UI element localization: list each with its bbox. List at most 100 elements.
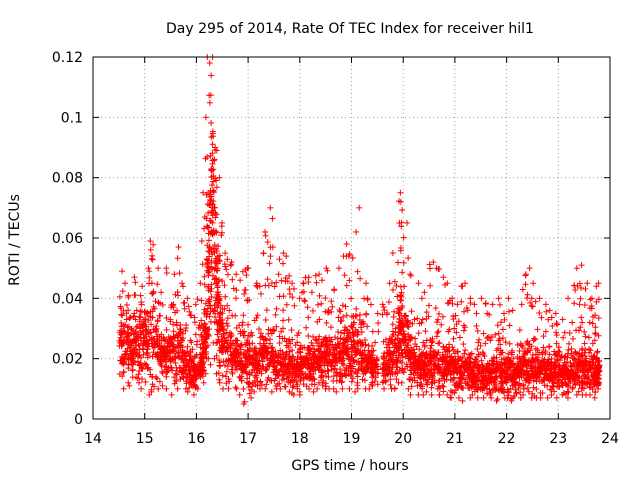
data-point: [473, 322, 480, 329]
data-point: [435, 310, 442, 317]
data-point: [170, 328, 177, 335]
data-point: [522, 271, 529, 278]
data-point: [522, 281, 529, 288]
data-point: [137, 354, 144, 361]
data-point: [440, 274, 447, 281]
data-point: [123, 310, 130, 317]
data-point: [239, 319, 246, 326]
data-point: [155, 299, 162, 306]
y-tick-label: 0: [74, 412, 83, 428]
data-point: [205, 272, 212, 279]
data-point: [200, 379, 207, 386]
data-point: [394, 259, 401, 266]
data-point: [178, 342, 185, 349]
data-point: [267, 253, 274, 260]
data-point: [225, 385, 232, 392]
data-point: [241, 290, 248, 297]
data-point: [318, 300, 325, 307]
data-point: [407, 271, 414, 278]
data-point: [584, 280, 591, 287]
data-point: [156, 378, 163, 385]
data-point: [560, 334, 567, 341]
data-point: [471, 301, 478, 308]
data-point: [553, 332, 560, 339]
data-point: [550, 384, 557, 391]
data-point: [190, 379, 197, 386]
data-point: [190, 354, 197, 361]
data-point: [474, 394, 481, 401]
data-point: [198, 238, 205, 245]
data-point: [172, 377, 179, 384]
data-point: [254, 312, 261, 319]
y-tick-label: 0.08: [52, 171, 83, 187]
data-point: [163, 385, 170, 392]
data-point: [116, 371, 123, 378]
data-point: [136, 362, 143, 369]
data-point: [141, 308, 148, 315]
data-point: [585, 334, 592, 341]
data-point: [480, 330, 487, 337]
data-point: [495, 295, 502, 302]
data-point: [285, 316, 292, 323]
data-point: [131, 310, 138, 317]
data-point: [216, 362, 223, 369]
data-point: [175, 244, 182, 251]
data-point: [339, 302, 346, 309]
data-point: [291, 302, 298, 309]
data-point: [232, 384, 239, 391]
data-point: [245, 321, 252, 328]
data-point: [474, 327, 481, 334]
data-point: [201, 281, 208, 288]
data-point: [179, 367, 186, 374]
data-point: [198, 355, 205, 362]
data-point: [553, 394, 560, 401]
data-point: [375, 320, 382, 327]
data-point: [478, 295, 485, 302]
data-point: [177, 321, 184, 328]
data-point: [128, 360, 135, 367]
data-point: [198, 297, 205, 304]
data-point: [506, 322, 513, 329]
data-point: [150, 335, 157, 342]
data-point: [391, 278, 398, 285]
data-point: [201, 321, 208, 328]
data-point: [553, 329, 560, 336]
data-point: [592, 330, 599, 337]
data-point: [516, 327, 523, 334]
data-point: [248, 394, 255, 401]
data-point: [139, 376, 146, 383]
y-tick-label: 0.04: [52, 291, 83, 307]
data-point: [341, 272, 348, 279]
data-point: [119, 312, 126, 319]
data-point: [448, 394, 455, 401]
data-point: [399, 207, 406, 214]
data-point: [595, 385, 602, 392]
data-point: [340, 253, 347, 260]
data-point: [346, 277, 353, 284]
data-point: [223, 266, 230, 273]
data-point: [206, 60, 213, 67]
data-point: [546, 307, 553, 314]
data-point: [283, 301, 290, 308]
data-point: [390, 313, 397, 320]
data-point: [222, 250, 229, 257]
data-point: [519, 286, 526, 293]
data-point: [123, 333, 130, 340]
data-point: [123, 316, 130, 323]
data-point: [565, 346, 572, 353]
data-point: [456, 334, 463, 341]
data-point: [189, 365, 196, 372]
data-point: [273, 279, 280, 286]
data-point: [532, 298, 539, 305]
data-point: [257, 378, 264, 385]
data-point: [576, 301, 583, 308]
data-point: [422, 328, 429, 335]
data-point: [568, 345, 575, 352]
data-point: [528, 302, 535, 309]
x-axis-label: GPS time / hours: [291, 458, 408, 474]
data-point: [118, 319, 125, 326]
data-point: [173, 319, 180, 326]
data-point: [379, 301, 386, 308]
data-point: [170, 321, 177, 328]
data-point: [339, 385, 346, 392]
